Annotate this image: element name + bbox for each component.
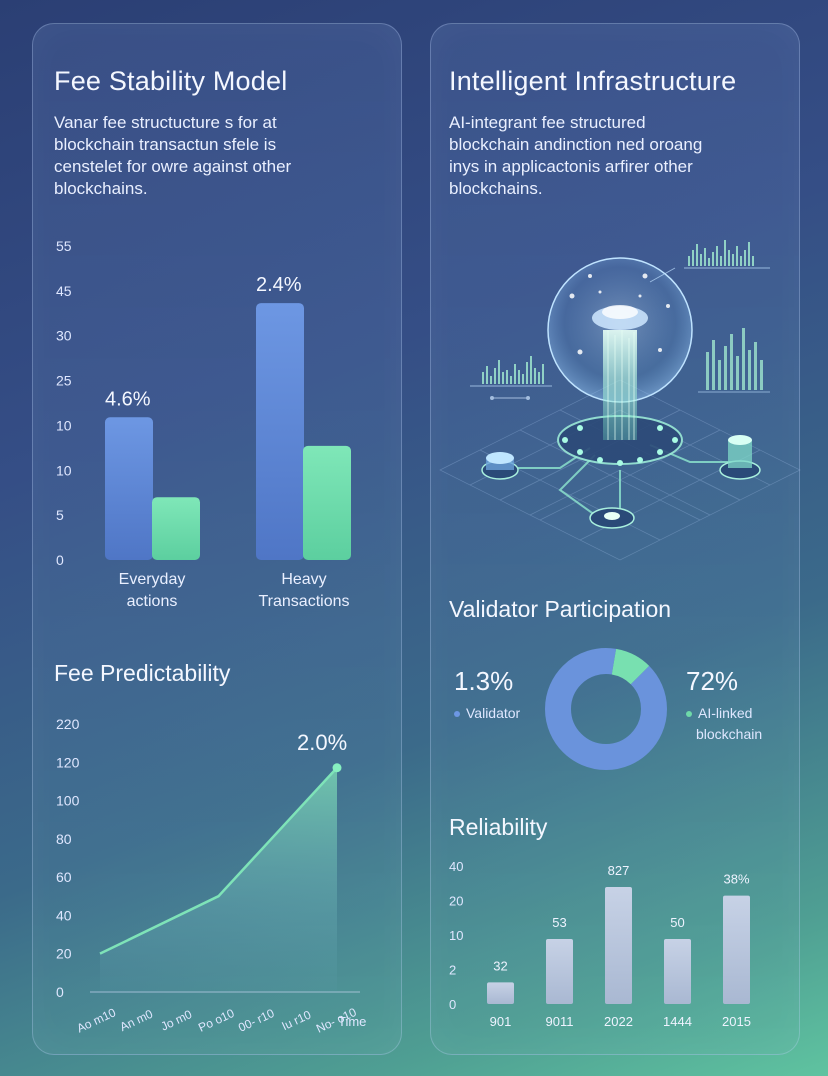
y-tick-label: 0 bbox=[56, 984, 64, 1000]
data-label: 4.6% bbox=[105, 388, 151, 410]
y-tick-label: 45 bbox=[56, 283, 72, 299]
bar bbox=[303, 445, 351, 560]
description-line: censtelet for owre against other bbox=[54, 157, 292, 176]
ai-linked-legend-label-line: AI-linked bbox=[698, 705, 753, 721]
description-line: Vanar fee structucture s for at bbox=[54, 113, 277, 132]
ai-linked-legend-entry: AI-linked blockchain bbox=[686, 703, 762, 745]
ai-linked-legend-dot bbox=[686, 711, 692, 718]
end-point bbox=[332, 763, 342, 773]
ai-linked-legend-label-line: blockchain bbox=[696, 726, 763, 742]
validator-legend-entry: Validator bbox=[454, 703, 520, 724]
validator-participation-title: Validator Participation bbox=[449, 596, 672, 622]
y-tick-label: 5 bbox=[56, 507, 64, 523]
x-tick-label: 2022 bbox=[604, 1014, 633, 1029]
y-tick-label: 40 bbox=[449, 859, 463, 874]
description-line: blockchains. bbox=[54, 179, 148, 198]
description-line: blockchain andinction ned oroang bbox=[449, 135, 703, 154]
pie-slice bbox=[545, 648, 667, 770]
data-label: 38% bbox=[723, 872, 749, 887]
pedestal-lights bbox=[562, 425, 678, 466]
data-label: 2.0% bbox=[297, 730, 347, 755]
fee-stability-title: Fee Stability Model bbox=[54, 66, 288, 96]
y-tick-label: 0 bbox=[449, 997, 456, 1012]
flow-arrows bbox=[490, 396, 530, 400]
bar bbox=[152, 497, 200, 560]
intelligent-infrastructure-description: AI-integrant fee structured blockchain a… bbox=[449, 112, 702, 200]
fee-stability-description: Vanar fee structucture s for at blockcha… bbox=[54, 112, 291, 200]
node-right bbox=[719, 435, 761, 480]
bar bbox=[546, 939, 573, 1004]
beam-strands bbox=[607, 330, 635, 440]
right-panel bbox=[430, 23, 800, 1055]
validator-percentage: 1.3% bbox=[454, 666, 514, 696]
y-tick-label: 220 bbox=[56, 716, 80, 732]
y-tick-label: 80 bbox=[56, 831, 72, 847]
x-axis-label: Time bbox=[338, 1014, 366, 1029]
y-tick-label: 20 bbox=[56, 946, 72, 962]
mini-bars-top bbox=[688, 240, 754, 266]
x-tick-label: actions bbox=[127, 593, 178, 610]
ai-linked-percentage: 72% bbox=[686, 666, 739, 696]
fee-predictability-title: Fee Predictability bbox=[54, 660, 231, 686]
y-tick-label: 10 bbox=[449, 928, 463, 943]
node-left bbox=[481, 452, 519, 480]
y-tick-label: 2 bbox=[449, 963, 456, 978]
y-tick-label: 10 bbox=[56, 417, 72, 433]
y-tick-label: 55 bbox=[56, 238, 72, 254]
y-tick-label: 30 bbox=[56, 328, 72, 344]
description-line: AI-integrant fee structured bbox=[449, 113, 646, 132]
bar bbox=[105, 417, 153, 560]
mini-bars-left bbox=[482, 356, 544, 384]
x-tick-label: Everyday bbox=[119, 571, 186, 588]
bar bbox=[664, 939, 691, 1004]
y-tick-label: 120 bbox=[56, 754, 80, 770]
data-label: 827 bbox=[608, 863, 630, 878]
y-tick-label: 20 bbox=[449, 894, 463, 909]
y-tick-label: 25 bbox=[56, 373, 72, 389]
intelligent-infrastructure-title: Intelligent Infrastructure bbox=[449, 66, 737, 96]
validator-legend: 1.3% Validator bbox=[454, 666, 520, 724]
bar bbox=[256, 303, 304, 560]
node-bottom bbox=[589, 507, 635, 529]
y-tick-label: 100 bbox=[56, 793, 80, 809]
description-line: blockchain transactun sfele is bbox=[54, 135, 277, 154]
data-label: 50 bbox=[670, 915, 684, 930]
x-tick-label: 1444 bbox=[663, 1014, 692, 1029]
bar bbox=[487, 982, 514, 1004]
x-tick-label: 901 bbox=[490, 1014, 512, 1029]
x-tick-label: 9011 bbox=[546, 1014, 574, 1029]
ai-linked-legend: 72% AI-linked blockchain bbox=[686, 666, 762, 745]
mini-bars-right bbox=[706, 328, 763, 390]
x-tick-label: 2015 bbox=[722, 1014, 751, 1029]
y-tick-label: 60 bbox=[56, 869, 72, 885]
x-tick-label: Heavy bbox=[281, 571, 326, 588]
y-tick-label: 10 bbox=[56, 462, 72, 478]
y-tick-label: 40 bbox=[56, 907, 72, 923]
bar bbox=[605, 887, 632, 1004]
bar bbox=[723, 895, 750, 1004]
description-line: blockchains. bbox=[449, 179, 543, 198]
data-label: 2.4% bbox=[256, 274, 302, 296]
data-label: 53 bbox=[552, 915, 566, 930]
x-tick-label: Transactions bbox=[259, 593, 350, 610]
area-fill bbox=[100, 767, 337, 992]
validator-legend-label: Validator bbox=[466, 705, 521, 721]
beam bbox=[603, 330, 637, 440]
description-line: inys in applicactonis arfirer other bbox=[449, 157, 693, 176]
reliability-title: Reliability bbox=[449, 814, 548, 840]
validator-legend-dot bbox=[454, 711, 460, 718]
globe-sparkles bbox=[569, 273, 670, 355]
y-tick-label: 0 bbox=[56, 552, 64, 568]
series-line bbox=[99, 766, 338, 955]
data-label: 32 bbox=[493, 958, 507, 973]
